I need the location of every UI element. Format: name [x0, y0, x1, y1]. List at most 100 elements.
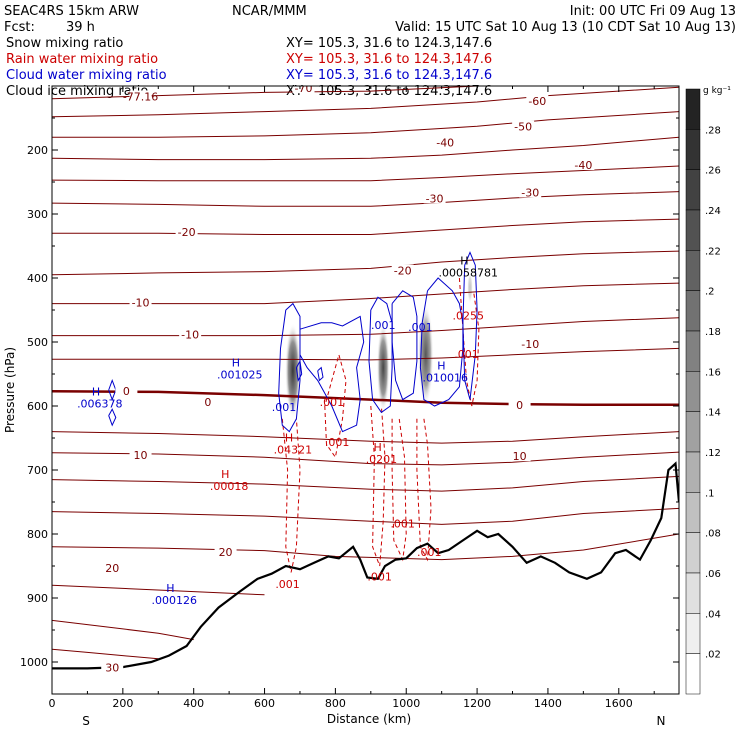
- label-bg: [526, 95, 549, 106]
- temperature-label: 0: [123, 385, 130, 398]
- colorbar-swatch: [685, 209, 701, 251]
- x-tick-label: 1200: [463, 697, 491, 710]
- contour-value-label: .001: [417, 546, 442, 559]
- contour-value-label: .001: [371, 319, 396, 332]
- colorbar-swatch: [685, 492, 701, 533]
- colorbar: .02 .04 .06 .08 .1 .12 .14 .16 .18 .2 .22 .24 .26 .28…: [685, 86, 731, 695]
- high-value: .000126: [151, 594, 197, 607]
- colorbar-swatch: [685, 290, 701, 332]
- model-title: SEAC4RS 15km ARW: [4, 4, 139, 19]
- high-marker: H: [221, 468, 229, 481]
- field-name: Snow mixing ratio: [6, 36, 123, 51]
- colorbar-swatch: [685, 371, 701, 412]
- cloud-water-contour: [419, 277, 464, 407]
- init-time: Init: 00 UTC Fri 09 Aug 13: [570, 4, 736, 19]
- contour-value-label: .001: [454, 348, 479, 361]
- cloud-water-contour: [317, 366, 324, 382]
- temperature-label: -50: [514, 121, 532, 134]
- rain-contour: [370, 405, 386, 567]
- temperature-label: -70: [295, 82, 313, 95]
- x-tick-label: 200: [112, 697, 133, 710]
- temperature-label: 10: [134, 449, 148, 462]
- x-axis-title: Distance (km): [327, 712, 411, 726]
- x-tick-label: 600: [254, 697, 275, 710]
- temperature-line: [52, 218, 679, 235]
- temperature-line: [52, 317, 679, 337]
- temperature-label: -30: [426, 192, 444, 205]
- temperature-line: [52, 347, 679, 361]
- colorbar-swatch: [685, 532, 701, 574]
- temperature-line: [52, 648, 159, 660]
- temperature-label: -20: [394, 265, 412, 278]
- x-tick-label: 1400: [534, 697, 562, 710]
- cloud-water-contour: [391, 290, 418, 401]
- contour-value-label: .001: [408, 321, 433, 334]
- temperature-line: [52, 451, 679, 466]
- colorbar-swatch: [685, 250, 701, 291]
- temperature-label: 10: [513, 450, 527, 463]
- label-bg: [115, 384, 138, 396]
- colorbar-swatch: [685, 411, 701, 453]
- colorbar-tick-label: .18: [705, 327, 721, 338]
- field-name: Cloud ice mixing ratio: [6, 84, 148, 99]
- snow-shading: [467, 271, 473, 304]
- fcst-label: Fcst:: [4, 20, 35, 35]
- contour-value-label: .001: [367, 571, 392, 584]
- plot-contents: -77.16 -70 -60 -50 -40 -40 -30 -30 -20 -20 -10 -10 -…: [52, 82, 679, 674]
- contour-value-label: .001: [275, 578, 300, 591]
- label-bg: [423, 192, 446, 204]
- temperature-label: 0: [204, 396, 211, 409]
- cloud-water-contour: [295, 359, 303, 382]
- contour-value-label: .001: [325, 436, 350, 449]
- colorbar-swatch: [685, 572, 701, 614]
- colorbar-tick-label: .24: [705, 206, 721, 217]
- temperature-label: -10: [181, 329, 199, 342]
- temperature-label: -40: [436, 137, 454, 150]
- temperature-label: -60: [528, 95, 546, 108]
- contour-value-label: .0255: [452, 309, 484, 322]
- colorbar-swatch: [685, 451, 701, 493]
- colorbar-tick-label: .28: [705, 125, 721, 136]
- colorbar-tick-label: .02: [705, 650, 721, 661]
- high-value: .001025: [217, 369, 263, 382]
- label-bg: [292, 86, 315, 94]
- cloud-water-contour: [299, 315, 365, 433]
- x-tick-label: 800: [325, 697, 346, 710]
- x-tick-label: 1000: [392, 697, 420, 710]
- temperature-line: [52, 390, 679, 406]
- high-marker: H: [92, 386, 100, 399]
- high-value: .0201: [366, 453, 398, 466]
- label-bg: [196, 395, 219, 407]
- temperature-label: -10: [521, 338, 539, 351]
- y-tick-label: 700: [27, 464, 48, 477]
- high-value: .00058781: [438, 266, 498, 279]
- cloud-water-contour: [278, 302, 301, 433]
- label-bg: [129, 448, 152, 460]
- y-tick-label: 300: [27, 208, 48, 221]
- label-bg: [129, 90, 152, 102]
- colorbar-tick-label: .06: [705, 569, 721, 580]
- contour-value-label: .001: [272, 401, 297, 414]
- high-marker: H: [460, 254, 468, 267]
- temperature-label: 0: [516, 399, 523, 412]
- rain-contour: [324, 352, 347, 459]
- label-bg: [179, 328, 202, 340]
- snow-shading: [376, 322, 390, 413]
- label-bg: [129, 296, 152, 308]
- fcst-value: 39 h: [66, 20, 95, 35]
- colorbar-swatch: [685, 129, 701, 170]
- temperature-line: [52, 86, 488, 100]
- y-tick-label: 1000: [20, 656, 48, 669]
- colorbar-swatch: [685, 169, 701, 211]
- temperature-line: [52, 431, 679, 444]
- label-bg: [519, 338, 542, 350]
- snow-shading: [285, 322, 301, 419]
- temperature-label: 30: [105, 661, 119, 674]
- high-value: .010016: [422, 371, 468, 384]
- temperature-line: [52, 165, 679, 182]
- high-marker: H: [285, 432, 293, 445]
- temperature-line: [52, 191, 679, 207]
- label-bg: [101, 661, 124, 673]
- colorbar-tick-label: .12: [705, 448, 721, 459]
